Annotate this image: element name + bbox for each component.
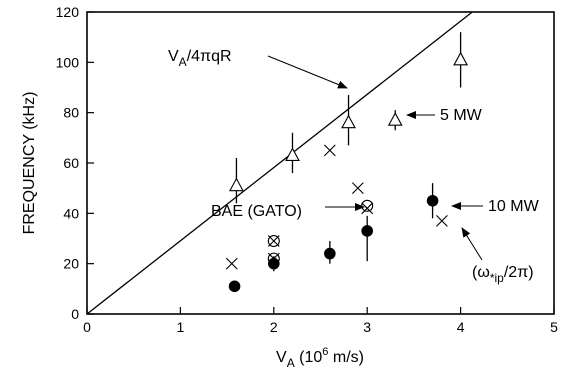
x-tick-label: 3 xyxy=(363,319,371,335)
label-bae-gato: BAE (GATO) xyxy=(211,203,302,220)
point-10mw xyxy=(426,194,439,207)
line-label-arrow xyxy=(267,55,348,89)
line-label: VA/4πqR xyxy=(168,48,232,69)
x-tick-label: 1 xyxy=(177,319,185,335)
point-bae-gato xyxy=(267,234,280,248)
x-tick-label: 4 xyxy=(457,319,465,335)
point-5mw xyxy=(453,51,469,66)
x-tick-label: 2 xyxy=(270,319,278,335)
va-over-4piqr-line xyxy=(86,11,473,315)
x-tick-label: 5 xyxy=(550,319,558,335)
y-tick-label: 20 xyxy=(63,256,79,272)
label-5mw: 5 MW xyxy=(440,107,483,124)
y-tick-label: 100 xyxy=(56,54,80,70)
y-axis-ticks: 0 20 40 60 80 100 120 xyxy=(56,4,94,322)
label-10mw: 10 MW xyxy=(488,198,540,215)
point-10mw xyxy=(361,225,374,237)
data-markers xyxy=(225,32,469,293)
y-tick-label: 0 xyxy=(71,306,79,322)
point-omega-ip xyxy=(323,144,336,157)
point-5mw xyxy=(341,114,356,129)
y-tick-label: 80 xyxy=(63,105,79,121)
point-5mw xyxy=(387,112,403,126)
point-5mw xyxy=(229,177,244,192)
y-tick-label: 120 xyxy=(56,4,80,20)
point-omega-ip xyxy=(225,257,238,270)
label-omega-ip: (ω*ip/2π) xyxy=(472,264,534,285)
point-omega-ip xyxy=(361,202,374,215)
point-omega-ip xyxy=(351,182,364,195)
x-axis-ticks: 0 1 2 3 4 5 xyxy=(83,307,558,335)
y-tick-label: 60 xyxy=(63,155,79,171)
point-10mw xyxy=(324,247,336,260)
point-bae-gato xyxy=(361,199,374,212)
x-tick-label: 0 xyxy=(83,319,91,335)
point-omega-ip xyxy=(436,214,448,227)
point-5mw xyxy=(285,147,300,161)
arrow-omega-ip xyxy=(461,227,483,261)
point-bae-gato xyxy=(267,252,280,265)
y-axis-title: FREQUENCY (kHz) xyxy=(21,92,38,235)
x-axis-title: VA (106 m/s) xyxy=(276,346,364,370)
y-tick-label: 40 xyxy=(63,205,79,221)
point-10mw xyxy=(228,280,241,293)
